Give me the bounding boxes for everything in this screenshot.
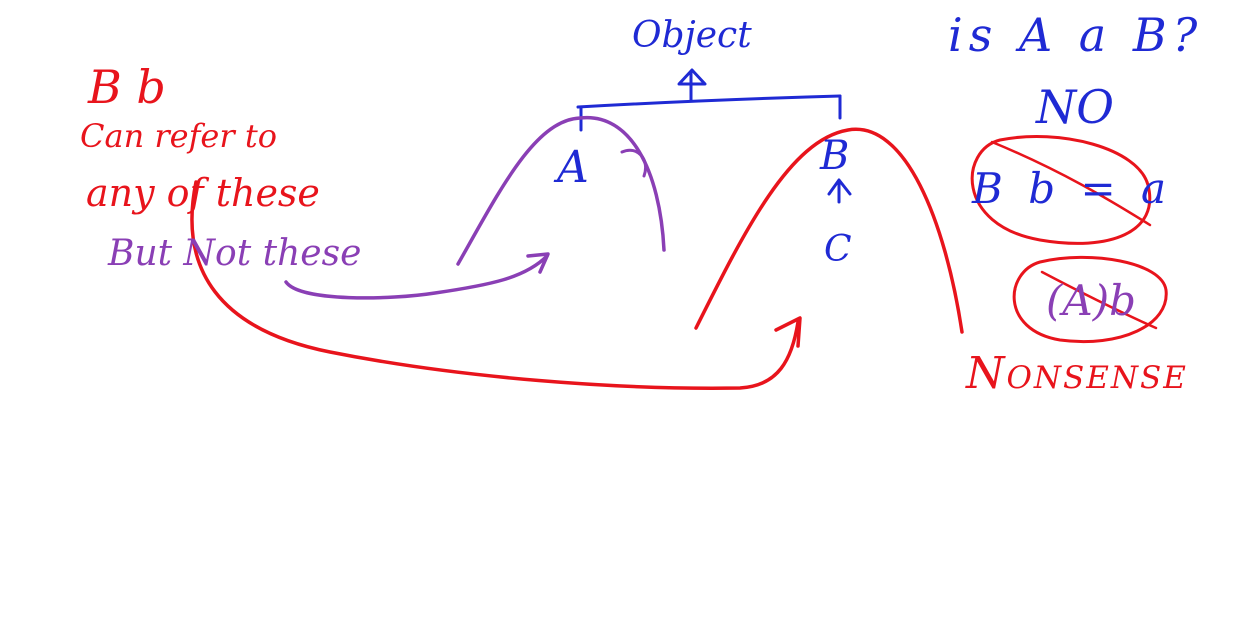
note-but-not-these: But Not these xyxy=(108,233,362,274)
red-divider-line xyxy=(190,180,800,390)
class-b-label: B xyxy=(820,133,850,179)
class-object-label: Object xyxy=(632,15,752,56)
class-c-label: C xyxy=(824,229,852,270)
ellipse-cast xyxy=(1012,255,1168,344)
ellipse-b-assign xyxy=(970,135,1152,245)
arrowhead-b xyxy=(827,178,852,196)
question-is-a-a-b: is A a B? xyxy=(948,8,1204,62)
strike-b-assign xyxy=(990,140,1152,227)
expr-b-b-equals-a: B b = a xyxy=(972,164,1173,213)
verdict-nonsense: Nonsense xyxy=(966,348,1188,399)
red-arc-around-b-c xyxy=(694,127,964,334)
note-any-of-these: any of these xyxy=(86,171,320,215)
purple-arrowhead xyxy=(526,252,550,274)
tree-horizontal-bar xyxy=(576,94,842,109)
expr-cast-a-b: (A)b xyxy=(1046,276,1136,325)
purple-arc-around-a xyxy=(456,115,666,266)
class-a-label: A xyxy=(557,142,589,193)
note-b-b: B b xyxy=(88,60,166,114)
note-can-refer-to: Can refer to xyxy=(80,117,277,155)
purple-arrow xyxy=(284,254,549,300)
arrowhead-object xyxy=(677,68,707,86)
purple-small-curl xyxy=(620,148,647,178)
strike-cast xyxy=(1040,270,1158,330)
answer-no: NO xyxy=(1036,80,1114,134)
red-arrowhead xyxy=(774,316,802,348)
